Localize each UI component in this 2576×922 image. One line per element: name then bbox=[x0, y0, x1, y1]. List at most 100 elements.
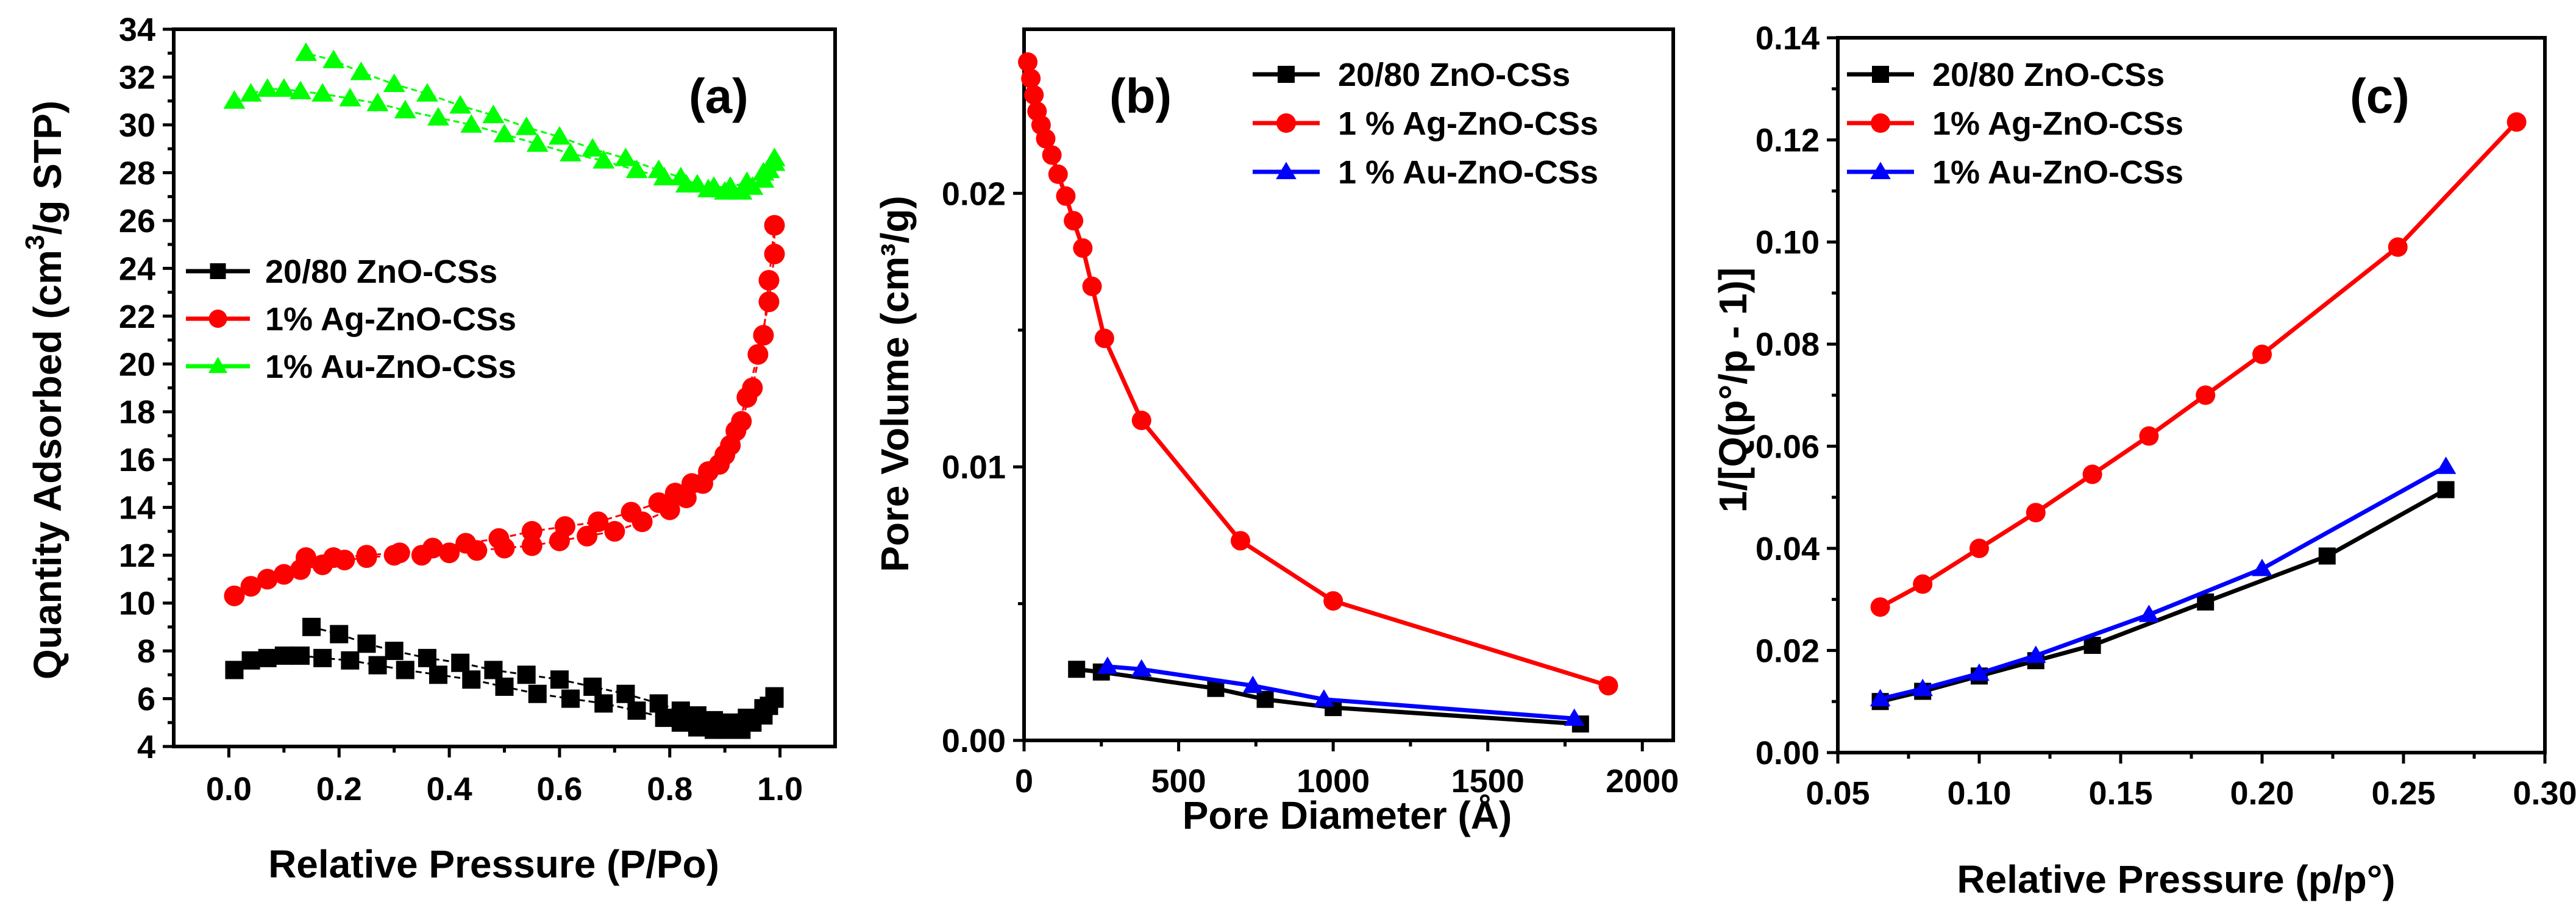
data-point bbox=[688, 706, 706, 725]
data-point bbox=[427, 107, 449, 126]
series-line bbox=[1879, 488, 2447, 704]
data-point bbox=[2139, 426, 2159, 446]
data-point bbox=[671, 701, 690, 720]
y-tick-label: 12 bbox=[119, 537, 155, 574]
chart-panel-2: 0 500 1000 1500 2000 0.00 0.01 0.02 Pore Diamete… bbox=[873, 27, 1679, 837]
data-point bbox=[2196, 385, 2216, 405]
y-tick-label: 8 bbox=[137, 633, 155, 670]
data-point bbox=[554, 516, 575, 537]
data-point bbox=[588, 511, 609, 533]
data-point bbox=[350, 61, 372, 80]
data-point bbox=[592, 150, 615, 169]
legend-label: 1% Au-ZnO-CSs bbox=[265, 349, 516, 385]
data-point bbox=[764, 215, 785, 236]
y-axis-label: Quantity Adsorbed (cm3/g STP) bbox=[20, 101, 69, 679]
data-point bbox=[1314, 689, 1334, 707]
data-point bbox=[422, 537, 443, 559]
data-point bbox=[1969, 538, 1989, 558]
data-point bbox=[257, 569, 278, 590]
data-point bbox=[302, 617, 321, 636]
legend-marker bbox=[1276, 161, 1297, 179]
data-point bbox=[1073, 238, 1093, 258]
x-axis-label: Relative Pressure (p/p°) bbox=[1957, 857, 2395, 901]
legend-marker bbox=[1871, 113, 1890, 133]
data-point bbox=[339, 88, 361, 107]
series-3 bbox=[1097, 656, 1585, 726]
data-point bbox=[1024, 85, 1044, 105]
data-point bbox=[1131, 410, 1151, 430]
data-point bbox=[2437, 481, 2455, 498]
data-point bbox=[515, 116, 538, 135]
x-tick-label: 0.8 bbox=[647, 771, 692, 807]
data-point bbox=[416, 83, 438, 102]
data-point bbox=[758, 269, 780, 291]
data-point bbox=[385, 642, 404, 661]
data-point bbox=[330, 625, 349, 644]
y-tick-label: 0.08 bbox=[1756, 327, 1820, 363]
x-tick-label: 0.15 bbox=[2088, 775, 2152, 812]
plot-frame bbox=[1022, 27, 1675, 742]
data-point bbox=[647, 159, 670, 179]
data-point bbox=[1231, 531, 1250, 551]
data-point bbox=[763, 152, 786, 171]
data-point bbox=[356, 545, 377, 566]
data-point bbox=[241, 651, 260, 670]
data-point bbox=[736, 171, 758, 190]
data-point bbox=[528, 684, 547, 703]
data-point bbox=[753, 325, 774, 346]
panel-label: (c) bbox=[2350, 69, 2410, 123]
data-point bbox=[649, 694, 668, 713]
data-point bbox=[614, 147, 637, 166]
series-3 bbox=[1870, 456, 2457, 706]
data-point bbox=[2083, 637, 2101, 654]
data-point bbox=[394, 99, 416, 119]
data-point bbox=[311, 83, 334, 102]
data-point bbox=[719, 176, 742, 195]
data-point bbox=[583, 677, 602, 696]
series-1 bbox=[1871, 481, 2455, 711]
data-point bbox=[256, 78, 279, 97]
series-line bbox=[1879, 120, 2519, 609]
data-point bbox=[627, 701, 646, 720]
data-point bbox=[495, 677, 514, 696]
data-point bbox=[272, 78, 295, 97]
x-tick-label: 0.6 bbox=[536, 771, 582, 807]
data-point bbox=[752, 161, 775, 181]
legend-marker bbox=[1278, 66, 1295, 83]
y-tick-label: 22 bbox=[119, 299, 155, 335]
data-point bbox=[1036, 129, 1056, 149]
data-point bbox=[550, 670, 569, 689]
data-point bbox=[721, 713, 740, 732]
x-tick-label: 0.10 bbox=[1947, 775, 2011, 812]
x-tick-label: 0.2 bbox=[316, 771, 362, 807]
y-tick-label: 6 bbox=[137, 681, 155, 718]
data-point bbox=[482, 104, 505, 124]
data-point bbox=[225, 661, 244, 679]
data-point bbox=[714, 444, 736, 466]
data-point bbox=[521, 535, 543, 556]
x-tick-label: 0.4 bbox=[427, 771, 472, 807]
x-tick-label: 1000 bbox=[1297, 763, 1370, 800]
series-line bbox=[1879, 464, 2447, 701]
legend: 20/80 ZnO-CSs 1 % Ag-ZnO-CSs 1 % Au-ZnO-CS… bbox=[1253, 57, 1598, 191]
data-point bbox=[224, 585, 245, 606]
data-point bbox=[488, 528, 510, 549]
data-point bbox=[625, 159, 648, 179]
y-tick-label: 30 bbox=[119, 107, 155, 144]
data-point bbox=[705, 711, 724, 729]
y-tick-label: 28 bbox=[119, 155, 155, 191]
x-tick-label: 0.05 bbox=[1806, 775, 1870, 812]
data-point bbox=[341, 651, 360, 670]
legend: 20/80 ZnO-CSs 1% Ag-ZnO-CSs 1% Au-ZnO-CSs bbox=[1847, 57, 2183, 191]
x-axis-label: Pore Diameter (Å) bbox=[1183, 793, 1512, 837]
legend-marker bbox=[208, 356, 228, 374]
y-tick-label: 18 bbox=[119, 394, 155, 431]
data-point bbox=[240, 83, 262, 102]
data-point bbox=[698, 461, 719, 482]
data-point bbox=[366, 92, 389, 112]
data-point bbox=[669, 166, 692, 186]
legend-marker bbox=[1870, 161, 1891, 179]
data-point bbox=[1056, 186, 1076, 206]
data-point bbox=[274, 646, 293, 665]
